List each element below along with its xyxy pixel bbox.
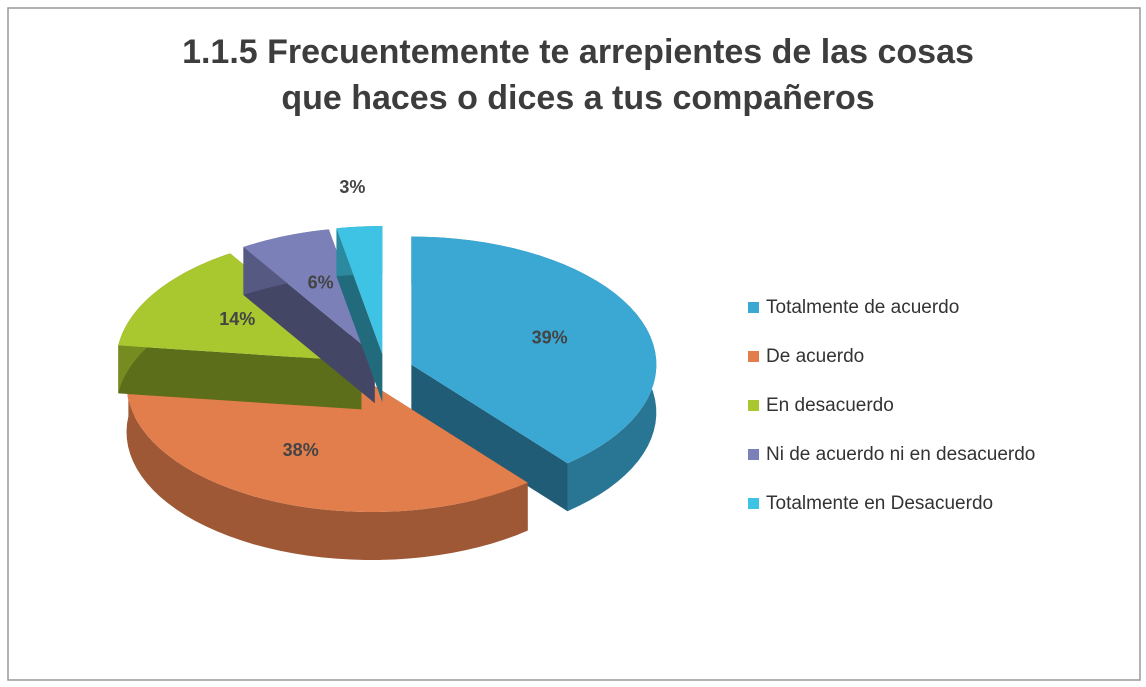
data-label: 14% [219, 309, 255, 329]
slice-top [411, 236, 657, 464]
pie-slice [411, 236, 657, 512]
data-label: 39% [532, 327, 568, 347]
legend-swatch [748, 302, 759, 313]
slice-side [243, 247, 375, 404]
legend-swatch [748, 351, 759, 362]
legend-label: Totalmente de acuerdo [766, 297, 959, 318]
data-label: 6% [308, 272, 334, 292]
pie-slice [336, 226, 383, 403]
legend-label: Totalmente en Desacuerdo [766, 493, 993, 514]
legend-swatch [748, 400, 759, 411]
slice-top [126, 367, 528, 512]
slice-top [243, 229, 375, 356]
slice-side [118, 345, 362, 410]
slice-wall [126, 367, 528, 560]
legend-label: En desacuerdo [766, 395, 894, 416]
legend-swatch [748, 498, 759, 509]
chart-title: que haces o dices a tus compañeros [281, 79, 874, 117]
slice-side [411, 364, 568, 512]
legend-label: De acuerdo [766, 346, 864, 367]
data-label: 3% [339, 177, 365, 197]
chart-title: 1.1.5 Frecuentemente te arrepientes de l… [182, 33, 974, 71]
slice-top [336, 226, 383, 355]
legend-swatch [748, 449, 759, 460]
legend-label: Ni de acuerdo ni en desacuerdo [766, 444, 1035, 465]
data-label: 38% [283, 440, 319, 460]
